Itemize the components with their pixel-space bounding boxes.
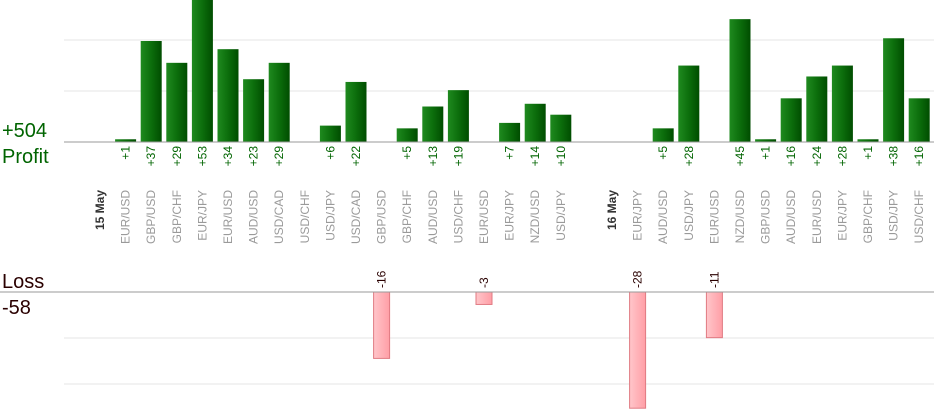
category-label: AUD/USD (247, 190, 261, 244)
loss-total: -58 (2, 297, 31, 319)
profit-value-label: +13 (426, 146, 440, 167)
profit-bar (524, 103, 546, 142)
profit-value-label: +28 (835, 146, 849, 167)
profit-bar (550, 114, 572, 142)
date-label: 16 May (605, 190, 619, 230)
category-label: USD/JPY (323, 190, 337, 241)
category-label: AUD/USD (784, 190, 798, 244)
category-label: EUR/JPY (631, 190, 645, 241)
loss-bars (373, 291, 723, 409)
category-label: EUR/JPY (835, 190, 849, 241)
category-labels: 15 May EUR/USD GBP/USD GBP/CHF EUR/JPY EUR/US… (93, 190, 926, 244)
profit-value-label: +16 (784, 146, 798, 167)
profit-bar (806, 76, 828, 142)
profit-value-label: +7 (503, 146, 517, 160)
profit-total: +504 (2, 120, 47, 142)
category-label: USD/JPY (682, 190, 696, 241)
category-label: USD/CAD (272, 190, 286, 244)
category-label: NZD/USD (733, 190, 747, 244)
loss-value-label: -16 (375, 270, 389, 288)
loss-bar (629, 291, 647, 409)
profit-value-label: +28 (682, 146, 696, 167)
profit-value-label: +5 (400, 146, 414, 160)
profit-bar (243, 79, 265, 142)
profit-bar (908, 98, 930, 142)
category-label: GBP/USD (375, 190, 389, 244)
profit-value-label: +1 (861, 146, 875, 160)
profit-value-label: +1 (759, 146, 773, 160)
profit-value-label: +45 (733, 146, 747, 167)
profit-bar (678, 65, 700, 142)
profit-bar (268, 62, 290, 142)
profit-value-label: +19 (451, 146, 465, 167)
profit-bar (831, 65, 853, 142)
category-label: EUR/USD (810, 190, 824, 244)
profit-bar (857, 139, 879, 142)
profit-value-label: +14 (528, 146, 542, 167)
category-label: NZD/USD (528, 190, 542, 244)
category-label: EUR/USD (221, 190, 235, 244)
category-label: EUR/USD (477, 190, 491, 244)
profit-bar (883, 38, 905, 143)
category-label: USD/CHF (912, 190, 926, 243)
profit-bar (729, 19, 751, 142)
category-label: USD/CAD (349, 190, 363, 244)
category-label: USD/CHF (298, 190, 312, 243)
category-label: USD/JPY (887, 190, 901, 241)
profit-value-label: +24 (810, 146, 824, 167)
category-label: EUR/USD (707, 190, 721, 244)
profit-heading: Profit (2, 146, 49, 168)
profit-value-label: +1 (119, 146, 133, 160)
category-label: GBP/CHF (861, 190, 875, 243)
category-label: GBP/USD (759, 190, 773, 244)
profit-value-label: +23 (247, 146, 261, 167)
loss-heading: Loss (2, 271, 44, 293)
profit-bar (115, 139, 137, 142)
profit-value-label: +22 (349, 146, 363, 167)
profit-value-label: +38 (887, 146, 901, 167)
category-label: EUR/USD (119, 190, 133, 244)
profit-value-label: +10 (554, 146, 568, 167)
profit-bar (422, 106, 444, 142)
profit-bar (396, 128, 418, 142)
profit-value-label: +6 (323, 146, 337, 160)
profit-bars (115, 0, 930, 143)
category-label: GBP/CHF (170, 190, 184, 243)
loss-bar (475, 291, 493, 305)
loss-bar (705, 291, 723, 339)
loss-value-label: -28 (631, 270, 645, 288)
profit-bar (447, 90, 469, 142)
profit-bar (217, 49, 239, 142)
loss-bar (373, 291, 391, 359)
category-label: AUD/USD (426, 190, 440, 244)
profit-value-label: +29 (170, 146, 184, 167)
value-labels: +1 +37 +29 +53 +34 +23 +29 +6 +22 -16 +5 +13 +19 -3 +7… (119, 146, 927, 288)
profit-value-label: +34 (221, 146, 235, 167)
profit-bar (166, 62, 188, 142)
profit-bar (191, 0, 213, 142)
profit-bar (652, 128, 674, 142)
date-label: 15 May (93, 190, 107, 230)
profit-bar (319, 125, 341, 142)
category-label: GBP/USD (144, 190, 158, 244)
profit-value-label: +29 (272, 146, 286, 167)
profit-bar (499, 122, 521, 142)
profit-value-label: +37 (144, 146, 158, 167)
profit-value-label: +16 (912, 146, 926, 167)
profit-bar (755, 139, 777, 142)
category-label: GBP/CHF (400, 190, 414, 243)
category-label: USD/CHF (451, 190, 465, 243)
category-label: USD/JPY (554, 190, 568, 241)
profit-bar (780, 98, 802, 142)
profit-bar (345, 81, 367, 142)
category-label: EUR/JPY (195, 190, 209, 241)
loss-value-label: -11 (707, 271, 721, 288)
profit-value-label: +53 (195, 146, 209, 167)
category-label: EUR/JPY (503, 190, 517, 241)
profit-bar (140, 40, 162, 142)
loss-value-label: -3 (477, 277, 491, 288)
category-label: AUD/USD (656, 190, 670, 244)
profit-value-label: +5 (656, 146, 670, 160)
